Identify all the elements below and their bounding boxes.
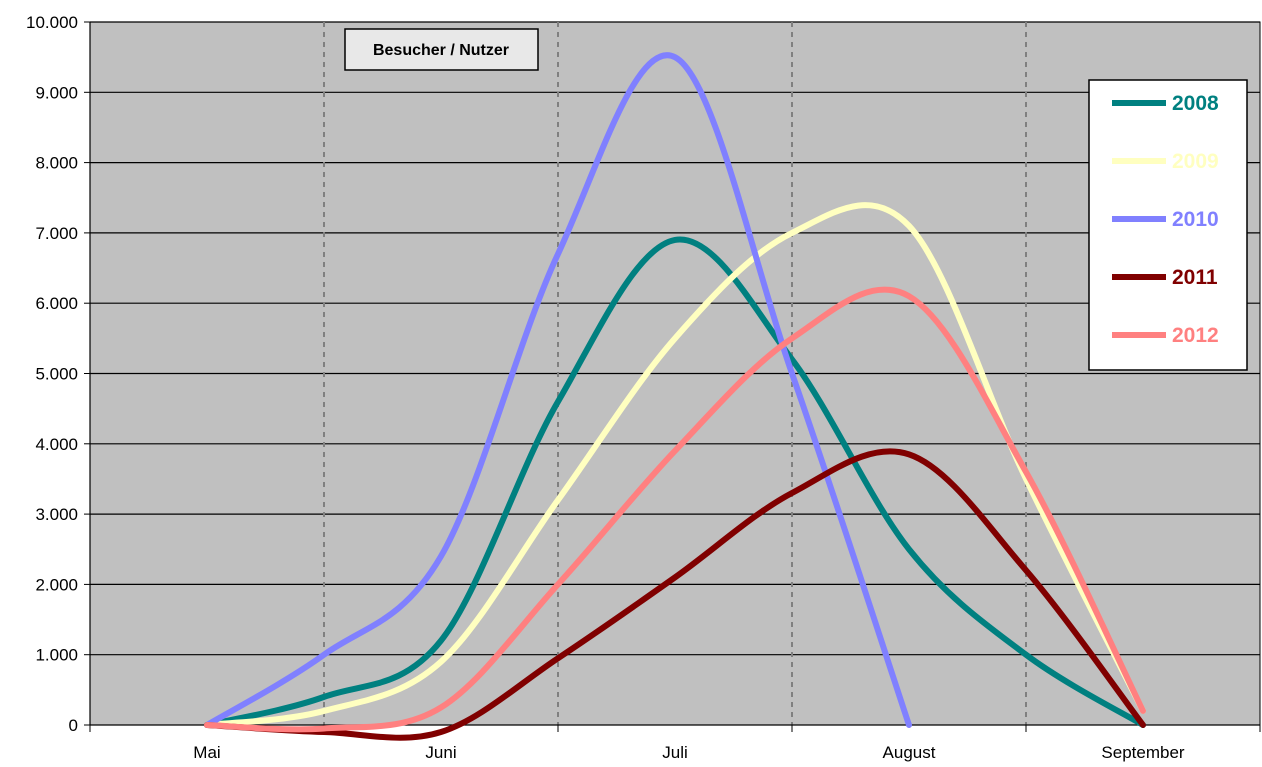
y-tick-label: 9.000 [35,83,78,102]
chart-title-box [344,28,539,71]
y-tick-label: 4.000 [35,435,78,454]
x-tick-label: Juni [425,743,456,762]
y-tick-label: 10.000 [26,13,78,32]
x-tick-label: August [883,743,936,762]
series-line-2011 [204,448,1146,741]
y-tick-label: 3.000 [35,505,78,524]
y-tick-label: 1.000 [35,646,78,665]
series-line-2010 [204,52,912,728]
legend-label-2010: 2010 [1172,208,1219,231]
x-tick-label: Juli [662,743,688,762]
y-tick-label: 2.000 [35,575,78,594]
series-line-2008 [204,236,1146,728]
y-tick-label: 7.000 [35,224,78,243]
legend-label-2012: 2012 [1172,324,1219,347]
legend-label-2009: 2009 [1172,150,1219,173]
y-tick-label: 6.000 [35,294,78,313]
y-tick-label: 5.000 [35,365,78,384]
legend-label-2011: 2011 [1172,266,1218,289]
y-tick-label: 0 [69,716,78,735]
x-tick-label: September [1101,743,1184,762]
x-tick-label: Mai [193,743,220,762]
legend-box [1088,79,1248,371]
chart-title: Besucher / Nutzer [373,42,509,59]
series-line-2012 [204,286,1146,733]
y-tick-label: 8.000 [35,154,78,173]
legend-label-2008: 2008 [1172,92,1219,115]
